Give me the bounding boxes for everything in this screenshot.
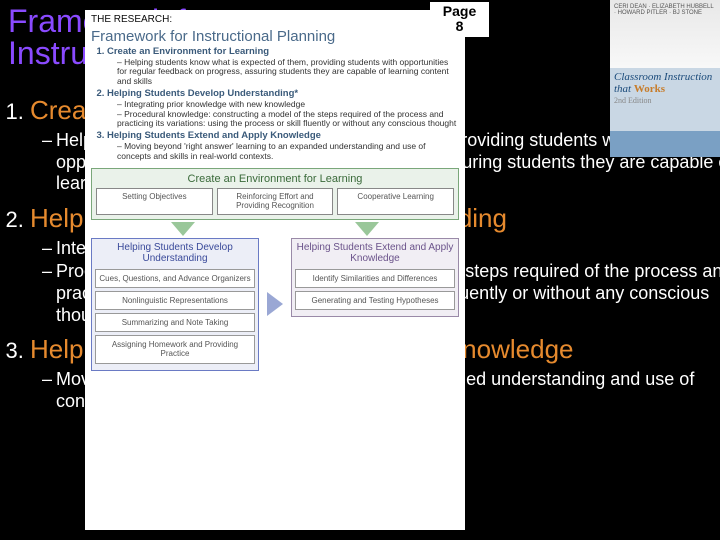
diagram-env-row: Setting Objectives Reinforcing Effort an… xyxy=(96,188,454,214)
arrow-down-icon xyxy=(355,222,379,236)
col-understand-title: Helping Students Develop Understanding xyxy=(95,242,255,265)
inset-fw-1-d: – Helping students know what is expected… xyxy=(107,58,459,87)
diagram-col-apply: Helping Students Extend and Apply Knowle… xyxy=(291,238,459,317)
env-cell-2: Reinforcing Effort and Providing Recogni… xyxy=(217,188,334,214)
col2-cell-1: Identify Similarities and Differences xyxy=(295,269,455,288)
slide-root: Framework for Instructional Planning Pag… xyxy=(0,0,720,540)
page-badge-number: 8 xyxy=(432,19,487,34)
book-title: Classroom Instruction that Works 2nd Edi… xyxy=(610,68,720,131)
col1-cell-1: Cues, Questions, and Advance Organizers xyxy=(95,269,255,288)
page-badge-label: Page xyxy=(432,4,487,19)
inset-framework-list: Create an Environment for Learning – Hel… xyxy=(91,47,459,162)
inset-fw-3-d: – Moving beyond 'right answer' learning … xyxy=(107,142,459,162)
col-apply-title: Helping Students Extend and Apply Knowle… xyxy=(295,242,455,265)
env-cell-3: Cooperative Learning xyxy=(337,188,454,214)
inset-fw-2-d2: – Procedural knowledge: constructing a m… xyxy=(107,110,459,130)
book-title-c: that xyxy=(614,83,631,95)
arrow-right-icon xyxy=(267,292,283,316)
inset-fw-1-h: Create an Environment for Learning xyxy=(107,46,269,57)
book-title-b: Instruction xyxy=(664,71,712,83)
page-badge: Page 8 xyxy=(430,2,489,37)
diagram-arrows-down xyxy=(91,222,459,236)
diagram-col-understand: Helping Students Develop Understanding C… xyxy=(91,238,259,371)
book-edition: 2nd Edition xyxy=(614,96,652,105)
diagram-env-box: Create an Environment for Learning Setti… xyxy=(91,168,459,220)
inset-fw-3: Helping Students Extend and Apply Knowle… xyxy=(107,131,459,161)
inset-title: Framework for Instructional Planning xyxy=(91,28,459,45)
inset-diagram: Create an Environment for Learning Setti… xyxy=(91,168,459,371)
arrow-down-icon xyxy=(171,222,195,236)
book-title-d: Works xyxy=(634,83,665,95)
book-title-a: Classroom xyxy=(614,71,661,83)
inset-fw-3-h: Helping Students Extend and Apply Knowle… xyxy=(107,130,321,141)
book-bottom-band xyxy=(610,131,720,157)
col1-cell-3: Summarizing and Note Taking xyxy=(95,313,255,332)
inset-fw-2: Helping Students Develop Understanding* … xyxy=(107,89,459,129)
diagram-columns: Helping Students Develop Understanding C… xyxy=(91,238,459,371)
book-cover: CERI DEAN · ELIZABETH HUBBELL · HOWARD P… xyxy=(610,0,720,145)
env-cell-1: Setting Objectives xyxy=(96,188,213,214)
inset-research-label: THE RESEARCH: xyxy=(91,14,459,26)
inset-fw-2-h: Helping Students Develop Understanding* xyxy=(107,88,298,99)
inset-fw-1: Create an Environment for Learning – Hel… xyxy=(107,47,459,87)
book-authors: CERI DEAN · ELIZABETH HUBBELL · HOWARD P… xyxy=(610,0,720,68)
col1-cell-2: Nonlinguistic Representations xyxy=(95,291,255,310)
diagram-env-title: Create an Environment for Learning xyxy=(96,173,454,186)
col2-cell-2: Generating and Testing Hypotheses xyxy=(295,291,455,310)
framework-inset: THE RESEARCH: Framework for Instructiona… xyxy=(85,10,465,530)
col1-cell-4: Assigning Homework and Providing Practic… xyxy=(95,335,255,363)
